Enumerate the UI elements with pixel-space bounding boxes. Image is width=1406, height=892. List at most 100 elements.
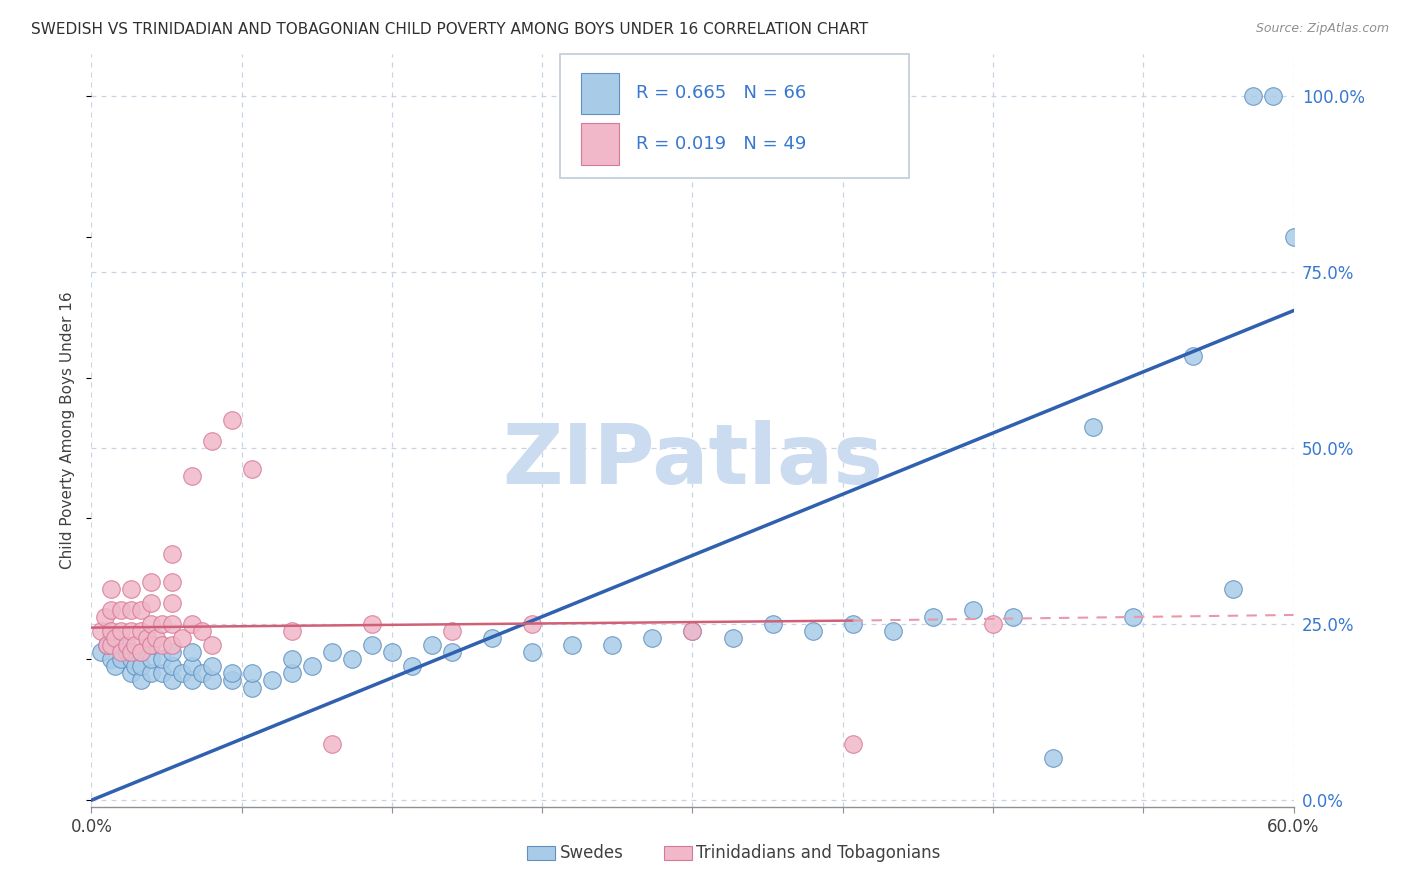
Point [882, 624, 904, 639]
Point [201, 434, 224, 448]
Text: ZIPatlas: ZIPatlas [502, 420, 883, 501]
Point [121, 624, 143, 639]
Point [160, 596, 183, 610]
Point [160, 645, 183, 659]
Point [180, 645, 202, 659]
Point [141, 638, 163, 652]
Point [117, 638, 139, 652]
Point [110, 603, 132, 617]
Point [1042, 751, 1064, 765]
Point [321, 737, 343, 751]
Point [145, 631, 167, 645]
Point [104, 631, 127, 645]
Point [160, 617, 183, 632]
Point [281, 666, 304, 681]
Point [201, 638, 224, 652]
Point [240, 681, 263, 695]
Point [121, 666, 143, 681]
Point [90, 645, 112, 659]
Point [104, 659, 127, 673]
Point [440, 624, 463, 639]
Point [124, 638, 146, 652]
Point [522, 645, 544, 659]
Point [1282, 229, 1305, 244]
Point [121, 603, 143, 617]
Point [301, 659, 323, 673]
Point [141, 617, 163, 632]
Point [201, 673, 224, 688]
Point [136, 631, 159, 645]
Text: Swedes: Swedes [560, 844, 623, 862]
Point [131, 645, 153, 659]
Point [110, 645, 132, 659]
Point [170, 631, 193, 645]
Point [440, 645, 463, 659]
Point [561, 638, 583, 652]
Point [981, 617, 1004, 632]
Point [100, 631, 122, 645]
Point [360, 638, 382, 652]
Point [180, 617, 202, 632]
Point [94, 610, 117, 624]
Point [150, 666, 173, 681]
Point [150, 638, 173, 652]
Point [481, 631, 503, 645]
FancyBboxPatch shape [560, 54, 908, 178]
Point [180, 659, 202, 673]
Point [121, 645, 143, 659]
Point [602, 638, 624, 652]
Point [150, 617, 173, 632]
Point [131, 673, 153, 688]
Point [681, 624, 703, 639]
Point [141, 638, 163, 652]
Point [110, 652, 132, 666]
Point [641, 631, 664, 645]
Point [96, 638, 118, 652]
Point [150, 652, 173, 666]
Point [141, 596, 163, 610]
Text: R = 0.665   N = 66: R = 0.665 N = 66 [636, 85, 806, 103]
Point [100, 638, 122, 652]
Point [131, 603, 153, 617]
Point [131, 659, 153, 673]
Point [141, 666, 163, 681]
Text: SWEDISH VS TRINIDADIAN AND TOBAGONIAN CHILD POVERTY AMONG BOYS UNDER 16 CORRELAT: SWEDISH VS TRINIDADIAN AND TOBAGONIAN CH… [31, 22, 868, 37]
Point [281, 652, 304, 666]
Point [1263, 88, 1285, 103]
Point [160, 574, 183, 589]
Point [117, 645, 139, 659]
Point [221, 666, 243, 681]
Point [841, 617, 863, 632]
Point [100, 603, 122, 617]
Point [180, 469, 202, 483]
Point [160, 547, 183, 561]
Point [141, 652, 163, 666]
Point [110, 624, 132, 639]
Point [1001, 610, 1024, 624]
Text: Source: ZipAtlas.com: Source: ZipAtlas.com [1256, 22, 1389, 36]
Point [131, 645, 153, 659]
Point [240, 462, 263, 476]
Point [381, 645, 404, 659]
Point [681, 624, 703, 639]
Point [340, 652, 363, 666]
Point [801, 624, 824, 639]
Point [260, 673, 283, 688]
Point [1122, 610, 1144, 624]
Point [121, 582, 143, 596]
Point [110, 638, 132, 652]
Text: Trinidadians and Tobagonians: Trinidadians and Tobagonians [696, 844, 941, 862]
Point [96, 638, 118, 652]
Point [522, 617, 544, 632]
Point [321, 645, 343, 659]
Point [281, 624, 304, 639]
Point [121, 652, 143, 666]
Point [1222, 582, 1244, 596]
Point [180, 673, 202, 688]
Point [100, 624, 122, 639]
Point [721, 631, 744, 645]
Point [401, 659, 423, 673]
Point [1182, 350, 1205, 364]
Point [420, 638, 443, 652]
Point [170, 666, 193, 681]
